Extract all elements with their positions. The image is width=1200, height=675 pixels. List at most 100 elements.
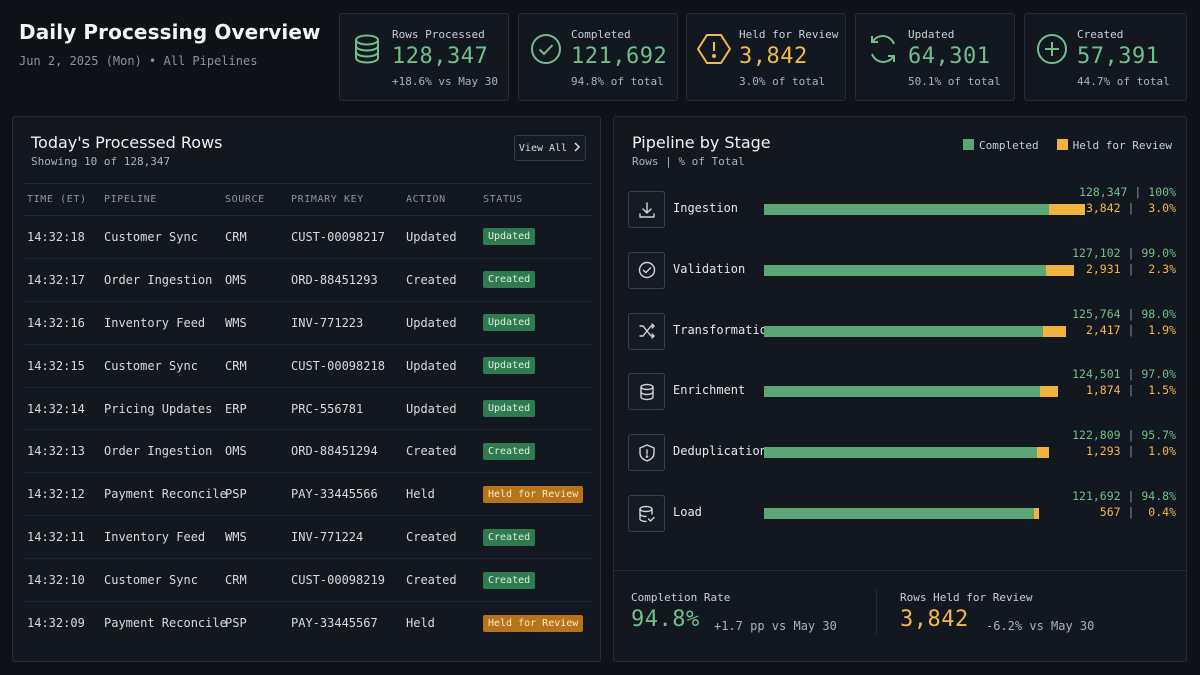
shuffle-icon [628, 312, 665, 350]
table-row[interactable]: 14:32:13 Order Ingestion OMS ORD-88451294 Cr… [23, 430, 593, 474]
kpi-sub: 3.0% of total [739, 75, 826, 88]
cell-action: Updated [406, 401, 457, 416]
kpi-updated: Updated 64,301 50.1% of total [855, 13, 1015, 101]
cell-source: OMS [225, 444, 247, 459]
kpi-label: Rows Processed [392, 28, 485, 41]
kpi-value: 121,692 [571, 44, 668, 69]
legend-label: Held for Review [1072, 139, 1172, 152]
panel-title: Today's Processed Rows [31, 133, 223, 152]
completed-bar [764, 447, 1037, 459]
check-circle-icon [628, 251, 665, 289]
table-row[interactable]: 14:32:14 Pricing Updates ERP PRC-556781 Upda… [23, 388, 593, 431]
completed-bar [764, 264, 1046, 276]
cell-source: PSP [225, 487, 247, 502]
table-row[interactable]: 14:32:18 Customer Sync CRM CUST-00098217 Upd… [23, 216, 593, 259]
cell-source: OMS [225, 272, 247, 287]
table-row[interactable]: 14:32:15 Customer Sync CRM CUST-00098218 Upd… [23, 345, 593, 388]
cell-status: Created [483, 571, 593, 589]
processed-rows-table: TIME (ET) PIPELINE SOURCE PRIMARY KEY AC… [23, 183, 593, 645]
held-pct: 3.0% [1148, 201, 1176, 215]
stage-bar [764, 264, 1074, 276]
stage-bar [764, 386, 1064, 398]
cell-action: Updated [406, 315, 457, 330]
held-values: 567 | 0.4% [1099, 505, 1176, 519]
cell-status: Created [483, 271, 593, 289]
alert-hexagon-icon [697, 32, 731, 66]
column-header[interactable]: STATUS [483, 194, 523, 205]
view-all-button[interactable]: View All [514, 135, 586, 161]
table-row[interactable]: 14:32:17 Order Ingestion OMS ORD-88451293 Cr… [23, 259, 593, 302]
held-values: 1,874 | 1.5% [1085, 383, 1176, 398]
table-row[interactable]: 14:32:09 Payment Reconcile PSP PAY-33445567… [23, 602, 593, 645]
held-count: 2,417 [1085, 322, 1121, 337]
status-badge: Held for Review [483, 614, 584, 632]
cell-pipeline: Inventory Feed [104, 315, 206, 330]
column-header[interactable]: TIME (ET) [27, 194, 87, 205]
cell-key: INV-771223 [291, 315, 364, 330]
cell-key: CUST-00098218 [291, 358, 385, 373]
held-bar [1043, 325, 1066, 337]
stage-name: Enrichment [673, 383, 746, 398]
completed-pct: 95.7% [1141, 428, 1176, 443]
cell-pipeline: Customer Sync [104, 229, 198, 244]
table-row[interactable]: 14:32:10 Customer Sync CRM CUST-00098219 Cre… [23, 559, 593, 603]
cell-pipeline: Customer Sync [104, 358, 198, 373]
stage-bar [764, 447, 1064, 459]
held-pct: 1.0% [1148, 444, 1176, 459]
page-header: Daily Processing Overview Jun 2, 2025 (M… [19, 20, 329, 68]
cell-pipeline: Payment Reconcile [104, 616, 227, 631]
completion-rate-label: Completion Rate [631, 591, 731, 604]
cell-time: 14:32:12 [27, 487, 85, 502]
stage-bar [764, 325, 1066, 337]
kpi-value: 3,842 [739, 44, 808, 69]
held-pct: 0.4% [1148, 505, 1176, 519]
stage-name: Ingestion [673, 201, 739, 215]
kpi-completed: Completed 121,692 94.8% of total [518, 13, 678, 101]
stage-name: Transformation [673, 322, 775, 337]
held-bar [1046, 264, 1074, 276]
table-row[interactable]: 14:32:11 Inventory Feed WMS INV-771224 Creat… [23, 516, 593, 560]
database-check-icon [628, 495, 665, 532]
kpi-value: 128,347 [392, 44, 489, 69]
held-values: 1,293 | 1.0% [1085, 444, 1176, 459]
completed-count: 125,764 [1072, 306, 1121, 321]
stage-values: 121,692 | 94.8% 567 | 0.4% [1072, 488, 1176, 520]
cell-action: Held [406, 487, 435, 502]
column-header[interactable]: PIPELINE [104, 194, 157, 205]
completed-values: 127,102 | 99.0% [1072, 245, 1176, 260]
cell-time: 14:32:10 [27, 573, 85, 588]
table-row[interactable]: 14:32:16 Inventory Feed WMS INV-771223 Updat… [23, 302, 593, 345]
cell-source: ERP [225, 401, 247, 416]
legend-item-completed: Completed [963, 139, 1039, 152]
table-row[interactable]: 14:32:12 Payment Reconcile PSP PAY-33445566… [23, 473, 593, 517]
completed-pct: 94.8% [1141, 489, 1176, 503]
completed-pct: 98.0% [1141, 306, 1176, 321]
cell-action: Created [406, 573, 457, 588]
completion-rate-value: 94.8% [631, 607, 700, 632]
status-badge: Created [483, 528, 536, 546]
cell-time: 14:32:11 [27, 530, 85, 545]
completed-bar [764, 508, 1034, 519]
held-values: 2,417 | 1.9% [1085, 322, 1176, 337]
column-header[interactable]: ACTION [406, 194, 446, 205]
cell-status: Updated [483, 228, 593, 246]
page-title: Daily Processing Overview [19, 20, 321, 44]
held-count: 3,842 [1085, 201, 1121, 215]
cell-time: 14:32:09 [27, 616, 85, 631]
column-header[interactable]: SOURCE [225, 194, 265, 205]
status-badge: Updated [483, 314, 536, 332]
check-circle-icon [529, 32, 563, 66]
column-header[interactable]: PRIMARY KEY [291, 194, 364, 205]
completed-pct: 100% [1148, 185, 1176, 199]
cell-pipeline: Order Ingestion [104, 444, 213, 459]
completed-count: 127,102 [1072, 245, 1121, 260]
cell-action: Held [406, 616, 435, 631]
cell-pipeline: Customer Sync [104, 573, 198, 588]
cell-status: Held for Review [483, 614, 593, 632]
completed-bar [764, 204, 1049, 215]
cell-time: 14:32:17 [27, 272, 85, 287]
held-count: 1,874 [1085, 383, 1121, 398]
completed-values: 128,347 | 100% [1079, 185, 1176, 199]
processed-rows-panel: Today's Processed Rows Showing 10 of 128… [12, 116, 601, 662]
completed-bar [764, 325, 1043, 337]
